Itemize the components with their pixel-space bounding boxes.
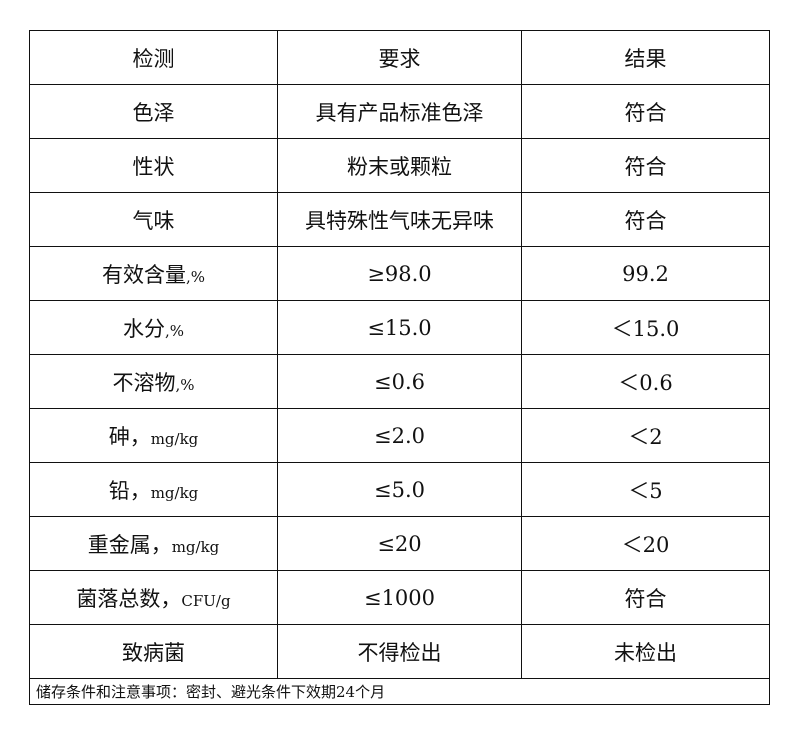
item-unit: mg/kg bbox=[171, 537, 220, 556]
item-cell: 铅，mg/kg bbox=[29, 462, 278, 517]
requirement-cell: ≤1000 bbox=[277, 570, 522, 625]
item-name: 气味 bbox=[132, 208, 175, 233]
item-unit: mg/kg bbox=[150, 483, 199, 502]
result-cell: ＜5 bbox=[521, 462, 770, 517]
table-row: 气味 具特殊性气味无异味 符合 bbox=[29, 192, 770, 247]
table-row: 性状 粉末或颗粒 符合 bbox=[29, 138, 770, 193]
requirement-cell: 不得检出 bbox=[277, 624, 522, 679]
header-requirement: 要求 bbox=[277, 30, 522, 85]
result-cell: 符合 bbox=[521, 84, 770, 139]
item-name: 水分 bbox=[122, 316, 165, 341]
item-unit: ,% bbox=[185, 267, 206, 286]
header-result: 结果 bbox=[521, 30, 770, 85]
item-unit: ,% bbox=[164, 321, 185, 340]
result-cell: ＜0.6 bbox=[521, 354, 770, 409]
result-cell: 符合 bbox=[521, 138, 770, 193]
item-name: 致病菌 bbox=[122, 640, 185, 665]
requirement-cell: ≤20 bbox=[277, 516, 522, 571]
inspection-table: 检测 要求 结果 色泽 具有产品标准色泽 符合 性状 粉末或颗粒 符合 气味 具特殊性气味无异… bbox=[29, 30, 770, 705]
table-header-row: 检测 要求 结果 bbox=[29, 30, 770, 85]
item-unit: CFU/g bbox=[181, 591, 231, 610]
table-row: 水分,% ≤15.0 ＜15.0 bbox=[29, 300, 770, 355]
requirement-cell: ≤2.0 bbox=[277, 408, 522, 463]
header-item: 检测 bbox=[29, 30, 278, 85]
item-cell: 性状 bbox=[29, 138, 278, 193]
item-name: 色泽 bbox=[132, 100, 175, 125]
result-cell: ＜15.0 bbox=[521, 300, 770, 355]
item-cell: 菌落总数，CFU/g bbox=[29, 570, 278, 625]
item-cell: 气味 bbox=[29, 192, 278, 247]
requirement-cell: ≥98.0 bbox=[277, 246, 522, 301]
result-cell: 99.2 bbox=[521, 246, 770, 301]
table-row: 致病菌 不得检出 未检出 bbox=[29, 624, 770, 679]
item-name: 有效含量 bbox=[101, 262, 186, 287]
item-cell: 水分,% bbox=[29, 300, 278, 355]
result-cell: ＜2 bbox=[521, 408, 770, 463]
item-name: 铅， bbox=[108, 478, 151, 503]
item-cell: 重金属，mg/kg bbox=[29, 516, 278, 571]
requirement-cell: ≤5.0 bbox=[277, 462, 522, 517]
item-name: 性状 bbox=[132, 154, 175, 179]
item-name: 砷， bbox=[108, 424, 151, 449]
result-cell: ＜20 bbox=[521, 516, 770, 571]
item-unit: mg/kg bbox=[150, 429, 199, 448]
item-cell: 砷，mg/kg bbox=[29, 408, 278, 463]
item-name: 菌落总数， bbox=[76, 586, 182, 611]
item-cell: 有效含量,% bbox=[29, 246, 278, 301]
requirement-cell: ≤0.6 bbox=[277, 354, 522, 409]
table-row: 色泽 具有产品标准色泽 符合 bbox=[29, 84, 770, 139]
item-name: 不溶物 bbox=[112, 370, 176, 395]
item-cell: 不溶物,% bbox=[29, 354, 278, 409]
item-unit: ,% bbox=[175, 375, 195, 394]
table-row: 菌落总数，CFU/g ≤1000 符合 bbox=[29, 570, 770, 625]
requirement-cell: ≤15.0 bbox=[277, 300, 522, 355]
table-row: 重金属，mg/kg ≤20 ＜20 bbox=[29, 516, 770, 571]
requirement-cell: 具有产品标准色泽 bbox=[277, 84, 522, 139]
table-row: 有效含量,% ≥98.0 99.2 bbox=[29, 246, 770, 301]
item-name: 重金属， bbox=[87, 532, 172, 557]
storage-note: 储存条件和注意事项：密封、避光条件下效期24个月 bbox=[29, 678, 770, 705]
requirement-cell: 粉末或颗粒 bbox=[277, 138, 522, 193]
table-row: 铅，mg/kg ≤5.0 ＜5 bbox=[29, 462, 770, 517]
footer-row: 储存条件和注意事项：密封、避光条件下效期24个月 bbox=[29, 678, 770, 705]
item-cell: 色泽 bbox=[29, 84, 278, 139]
result-cell: 符合 bbox=[521, 570, 770, 625]
table-row: 砷，mg/kg ≤2.0 ＜2 bbox=[29, 408, 770, 463]
table-row: 不溶物,% ≤0.6 ＜0.6 bbox=[29, 354, 770, 409]
result-cell: 未检出 bbox=[521, 624, 770, 679]
result-cell: 符合 bbox=[521, 192, 770, 247]
requirement-cell: 具特殊性气味无异味 bbox=[277, 192, 522, 247]
item-cell: 致病菌 bbox=[29, 624, 278, 679]
